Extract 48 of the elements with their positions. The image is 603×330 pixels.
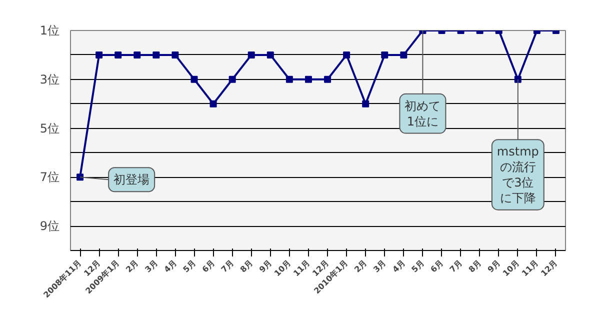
point (400, 51, 408, 58)
point (190, 76, 198, 83)
x-tick-label: 4月 (162, 258, 178, 274)
point (286, 76, 293, 83)
point (343, 51, 350, 58)
point (172, 51, 179, 58)
x-tick-label: 2月 (124, 258, 140, 274)
x-tick-label: 6月 (428, 258, 445, 274)
y-tick-label: 3位 (40, 72, 60, 86)
point (381, 51, 388, 58)
x-tick-label: 4月 (390, 258, 407, 274)
x-tick-label: 5月 (181, 258, 198, 274)
x-tick-label: 11月 (520, 258, 540, 278)
x-tick-label: 12月 (539, 258, 560, 278)
x-tick-label: 2月 (352, 258, 369, 274)
point (248, 51, 255, 58)
point (228, 76, 236, 83)
point (210, 100, 217, 108)
x-tick-label: 3月 (372, 258, 388, 274)
y-tick-label: 5位 (40, 121, 60, 136)
y-tick-label: 1位 (40, 24, 60, 38)
point (152, 51, 160, 58)
y-tick-label: 9位 (40, 219, 60, 234)
point (514, 76, 522, 83)
x-tick-label: 5月 (410, 258, 426, 274)
x-tick-label: 9月 (486, 258, 502, 274)
x-tick-label: 8月 (238, 258, 255, 274)
x-tick-label: 8月 (467, 258, 484, 274)
annotation: 初めて1位に (404, 98, 441, 128)
x-tick-label: 9月 (258, 258, 274, 274)
annotation: 初登場 (114, 172, 150, 187)
x-tick-label: 11月 (292, 258, 312, 278)
x-tick-label: 10月 (501, 258, 522, 278)
point (96, 51, 103, 58)
point (76, 174, 84, 181)
point (362, 100, 370, 108)
x-tick-label: 6月 (200, 258, 216, 274)
point (134, 51, 141, 58)
x-tick-label: 7月 (448, 258, 464, 274)
point (114, 51, 122, 58)
y-tick-label: 7位 (40, 170, 60, 184)
point (266, 51, 274, 58)
annotation: mstmpの流行で3位に下降 (496, 144, 539, 205)
x-tick-label: 3月 (143, 258, 160, 274)
point (304, 76, 312, 83)
x-tick-label: 7月 (220, 258, 236, 274)
x-tick-label: 10月 (272, 258, 293, 278)
point (324, 76, 332, 83)
